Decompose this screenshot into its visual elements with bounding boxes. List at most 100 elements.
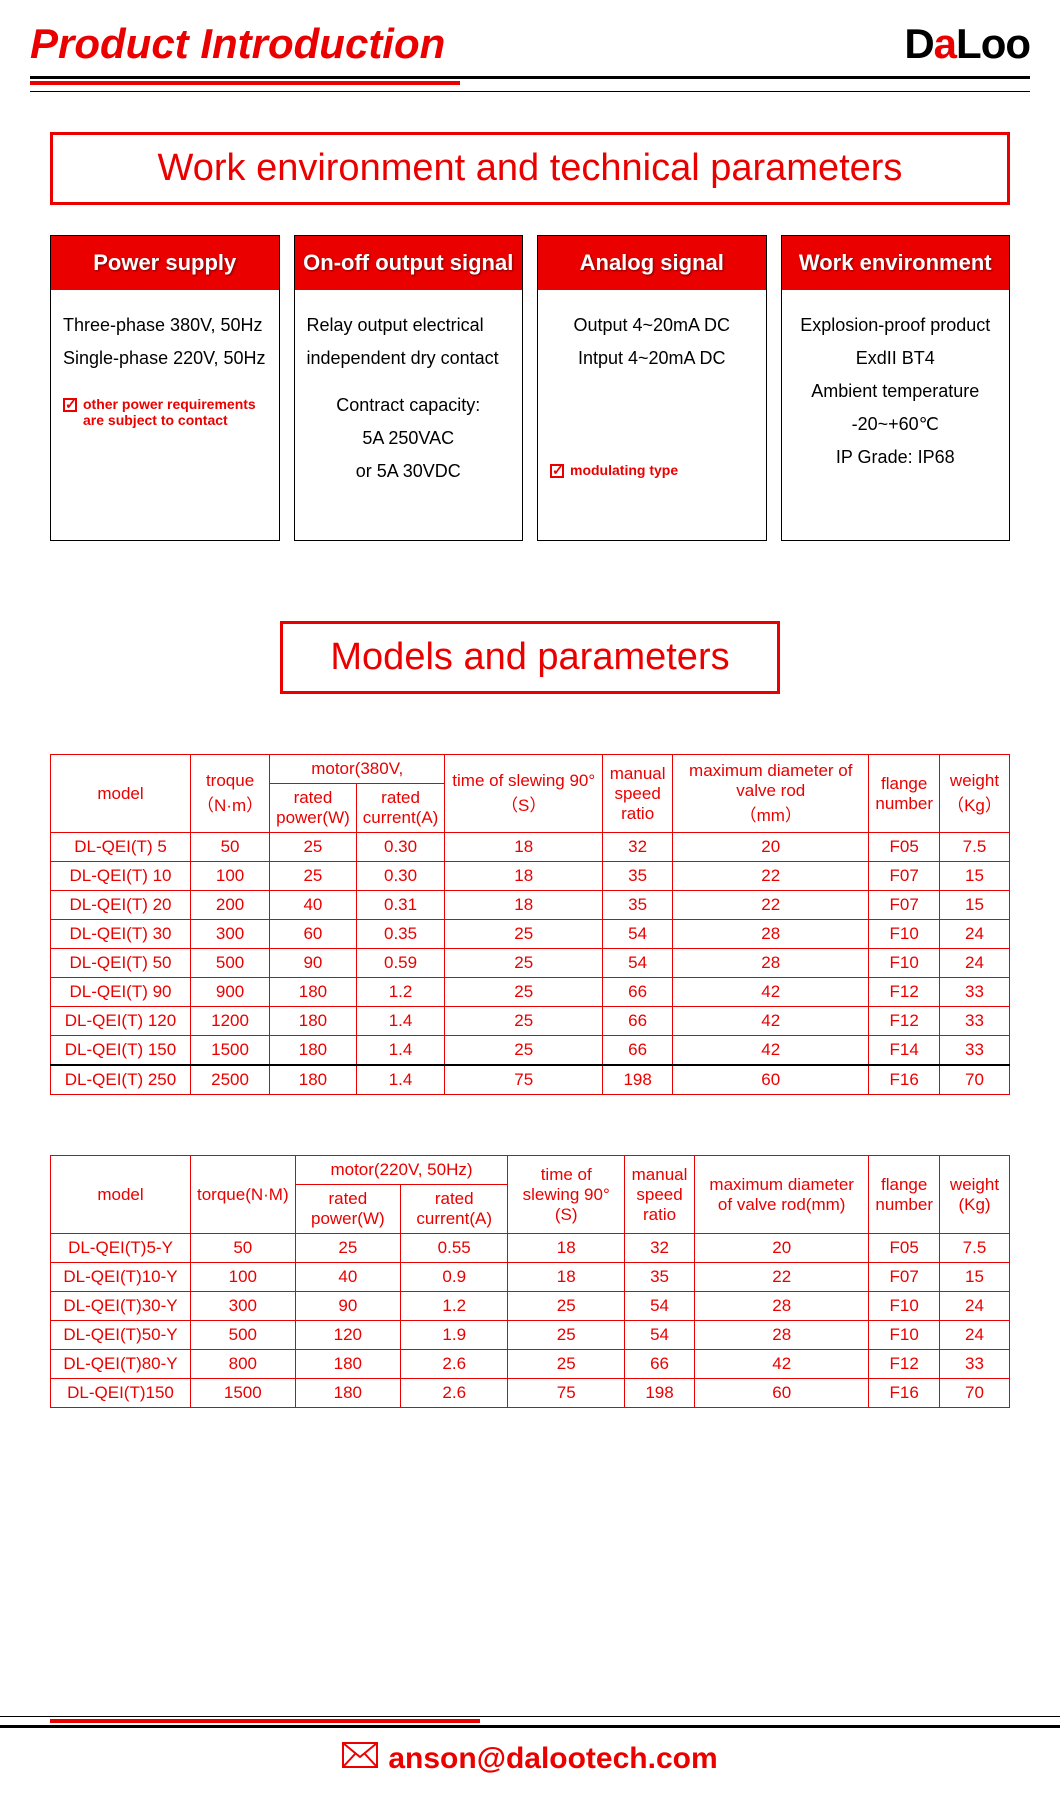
table-cell: 22 <box>673 862 869 891</box>
col-manual: manual speed ratio <box>603 755 673 833</box>
spec-note: other power requirements are subject to … <box>63 396 267 428</box>
page-title: Product Introduction <box>30 20 445 68</box>
table-cell: 0.9 <box>401 1263 508 1292</box>
table-cell: DL-QEI(T)10-Y <box>51 1263 191 1292</box>
col-rated-power: rated power(W) <box>270 784 357 833</box>
table-cell: 18 <box>445 833 603 862</box>
table-cell: 25 <box>445 1007 603 1036</box>
spec-line: Contract capacity: <box>307 392 511 419</box>
table-cell: 200 <box>191 891 270 920</box>
table-cell: 2500 <box>191 1065 270 1095</box>
table-cell: 32 <box>625 1234 695 1263</box>
table-cell: 100 <box>191 862 270 891</box>
brand-logo: DaLoo <box>904 20 1030 68</box>
table-cell: 15 <box>940 891 1010 920</box>
table-cell: 180 <box>270 1007 357 1036</box>
col-weight: weight（Kg） <box>940 755 1010 833</box>
spec-line: or 5A 30VDC <box>307 458 511 485</box>
spec-line: Single-phase 220V, 50Hz <box>63 345 267 372</box>
table-header-row: model troque（N·m） motor(380V, time of sl… <box>51 755 1010 784</box>
table-cell: F16 <box>869 1065 940 1095</box>
card-work-environment: Work environment Explosion-proof product… <box>781 235 1011 541</box>
table-cell: 60 <box>270 920 357 949</box>
table-head: model torque(N·M) motor(220V, 50Hz) time… <box>51 1156 1010 1234</box>
table-cell: 25 <box>508 1321 625 1350</box>
table-cell: 180 <box>295 1350 400 1379</box>
table-cell: 1200 <box>191 1007 270 1036</box>
spec-line: ExdII BT4 <box>794 345 998 372</box>
logo-part: L <box>956 20 981 67</box>
table-cell: 7.5 <box>940 833 1010 862</box>
table-cell: 35 <box>625 1263 695 1292</box>
contact-email: anson@dalootech.com <box>388 1742 717 1776</box>
table-cell: F10 <box>869 1321 940 1350</box>
table-cell: DL-QEI(T) 5 <box>51 833 191 862</box>
divider <box>50 1719 480 1723</box>
table-cell: 32 <box>603 833 673 862</box>
table-row: DL-QEI(T) 550250.30183220F057.5 <box>51 833 1010 862</box>
table-row: DL-QEI(T) 12012001801.4256642F1233 <box>51 1007 1010 1036</box>
table-cell: F07 <box>869 891 940 920</box>
table-row: DL-QEI(T)5-Y50250.55183220F057.5 <box>51 1234 1010 1263</box>
table-cell: 42 <box>673 1036 869 1066</box>
table-cell: 18 <box>445 891 603 920</box>
table-cell: 33 <box>940 1036 1010 1066</box>
divider <box>30 91 1030 92</box>
table-row: DL-QEI(T)10-Y100400.9183522F0715 <box>51 1263 1010 1292</box>
table-cell: 28 <box>695 1321 869 1350</box>
table-cell: 25 <box>270 862 357 891</box>
table-cell: DL-QEI(T)80-Y <box>51 1350 191 1379</box>
table-row: DL-QEI(T) 30300600.35255428F1024 <box>51 920 1010 949</box>
label: （mm） <box>740 806 802 825</box>
table-cell: 25 <box>445 978 603 1007</box>
table-cell: 0.30 <box>356 833 445 862</box>
table-cell: DL-QEI(T) 150 <box>51 1036 191 1066</box>
table-cell: 66 <box>603 1036 673 1066</box>
col-time: time of slewing 90°（S） <box>445 755 603 833</box>
mail-icon <box>342 1742 378 1776</box>
table-cell: 54 <box>603 949 673 978</box>
table-row: DL-QEI(T) 10100250.30183522F0715 <box>51 862 1010 891</box>
table-cell: 2.6 <box>401 1379 508 1408</box>
spec-line: Ambient temperature <box>794 378 998 405</box>
table-cell: 300 <box>191 1292 296 1321</box>
card-header: Power supply <box>51 236 279 290</box>
note-text: modulating type <box>570 462 678 478</box>
table-cell: 24 <box>940 1292 1010 1321</box>
table-cell: 180 <box>270 1065 357 1095</box>
table-row: DL-QEI(T)15015001802.67519860F1670 <box>51 1379 1010 1408</box>
table-cell: DL-QEI(T) 50 <box>51 949 191 978</box>
card-onoff-signal: On-off output signal Relay output electr… <box>294 235 524 541</box>
table-cell: DL-QEI(T) 90 <box>51 978 191 1007</box>
col-weight: weight (Kg) <box>940 1156 1010 1234</box>
table-cell: 25 <box>508 1350 625 1379</box>
table-cell: 100 <box>191 1263 296 1292</box>
spec-line: Intput 4~20mA DC <box>550 345 754 372</box>
table-cell: 24 <box>940 1321 1010 1350</box>
table-cell: 70 <box>940 1065 1010 1095</box>
tables-container: model troque（N·m） motor(380V, time of sl… <box>0 754 1060 1408</box>
table-cell: 1.2 <box>356 978 445 1007</box>
card-body: Three-phase 380V, 50Hz Single-phase 220V… <box>51 290 279 540</box>
table-cell: F14 <box>869 1036 940 1066</box>
table-cell: 66 <box>603 978 673 1007</box>
table-cell: 54 <box>625 1321 695 1350</box>
table-row: DL-QEI(T) 909001801.2256642F1233 <box>51 978 1010 1007</box>
spec-line: 5A 250VAC <box>307 425 511 452</box>
table-cell: 18 <box>508 1234 625 1263</box>
table-cell: 28 <box>695 1292 869 1321</box>
footer: anson@dalootech.com <box>0 1716 1060 1800</box>
table-cell: 15 <box>940 862 1010 891</box>
col-rated-current: rated current(A) <box>356 784 445 833</box>
divider <box>30 76 1030 79</box>
table-cell: 25 <box>508 1292 625 1321</box>
table-cell: 75 <box>508 1379 625 1408</box>
label: maximum diameter of valve rod <box>689 761 852 800</box>
spec-line: Relay output electrical <box>307 312 511 339</box>
table-cell: 42 <box>673 1007 869 1036</box>
table-cell: 66 <box>625 1350 695 1379</box>
table-cell: 50 <box>191 1234 296 1263</box>
table-cell: 22 <box>695 1263 869 1292</box>
table-cell: 1500 <box>191 1379 296 1408</box>
table-cell: 18 <box>508 1263 625 1292</box>
